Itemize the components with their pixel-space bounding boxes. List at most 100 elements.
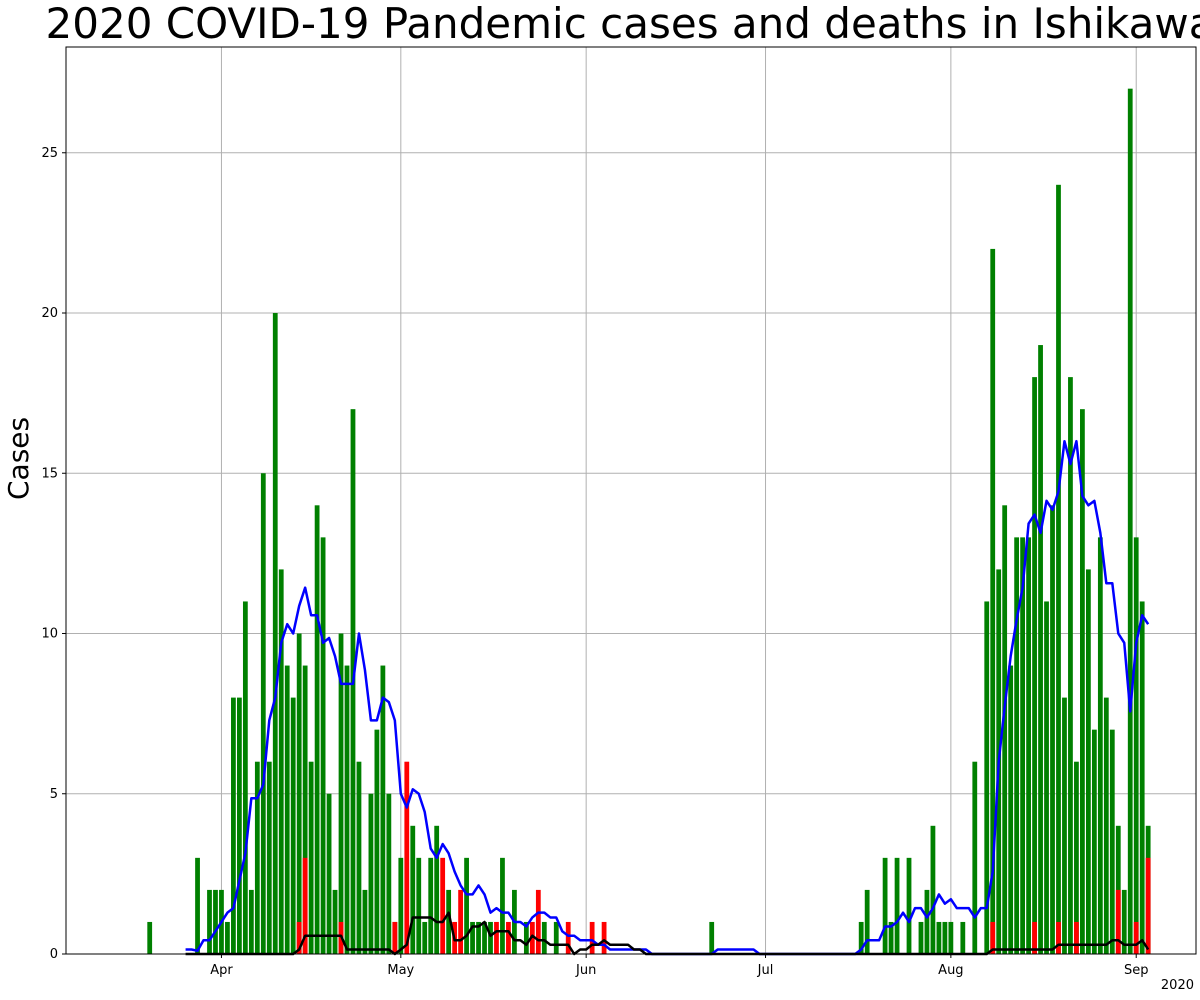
bar xyxy=(1038,345,1043,954)
bar xyxy=(296,921,302,954)
y-tick-label: 0 xyxy=(50,947,58,962)
bar xyxy=(213,889,218,954)
bar xyxy=(296,633,302,954)
bar xyxy=(1133,921,1139,954)
x-tick-label: Jul xyxy=(757,963,774,978)
bar xyxy=(248,889,254,954)
y-tick-label: 15 xyxy=(41,466,58,481)
bar xyxy=(500,857,505,954)
bar xyxy=(260,473,266,954)
bar xyxy=(1145,857,1151,954)
plot-frame xyxy=(65,46,1197,955)
bar xyxy=(302,857,308,954)
bar xyxy=(906,857,912,954)
bar xyxy=(314,505,320,954)
bar xyxy=(1139,601,1145,954)
bar xyxy=(326,793,332,954)
bar xyxy=(380,665,386,954)
bar xyxy=(207,889,212,954)
x-tick-label: May xyxy=(387,963,414,978)
bar xyxy=(888,921,894,954)
bar xyxy=(1032,921,1037,954)
bar xyxy=(242,601,248,954)
bar xyxy=(1020,537,1026,954)
bar xyxy=(1014,537,1020,954)
bar xyxy=(290,697,296,954)
bar xyxy=(1062,697,1067,954)
bar xyxy=(1133,537,1139,954)
y-tick-label: 25 xyxy=(41,146,58,161)
bar xyxy=(476,921,481,954)
bar xyxy=(882,857,888,954)
y-tick-label: 5 xyxy=(50,787,58,802)
bar xyxy=(936,921,942,954)
bar xyxy=(1074,761,1079,954)
bar xyxy=(972,761,978,954)
bar xyxy=(302,665,308,954)
bar xyxy=(410,825,416,954)
bar xyxy=(1068,377,1073,955)
bar xyxy=(1091,729,1097,954)
bar-layer xyxy=(147,88,1151,955)
x-tick-label: Jun xyxy=(575,963,596,978)
bar xyxy=(1097,537,1103,954)
bar xyxy=(984,601,990,954)
bar xyxy=(416,857,422,954)
line-layer xyxy=(185,439,1150,956)
bar xyxy=(446,889,452,954)
bar xyxy=(308,761,314,954)
bar xyxy=(440,857,446,954)
bar xyxy=(470,921,475,954)
bar xyxy=(272,313,278,954)
bar xyxy=(1121,889,1127,954)
bar xyxy=(1103,697,1109,954)
bar xyxy=(1050,505,1055,954)
bar xyxy=(278,569,284,954)
bar xyxy=(990,248,996,954)
bar xyxy=(942,921,948,954)
bar xyxy=(990,921,996,954)
bar xyxy=(266,761,272,954)
bar xyxy=(254,761,260,954)
bar xyxy=(1115,889,1121,954)
bar xyxy=(338,633,344,954)
bar xyxy=(236,697,242,954)
x-axis-year-label: 2020 xyxy=(1160,978,1194,993)
bar xyxy=(553,921,559,954)
bar xyxy=(541,921,547,954)
y-tick-label: 20 xyxy=(41,306,58,321)
bar xyxy=(374,729,380,954)
series-line xyxy=(185,439,1150,956)
x-tick-label: Aug xyxy=(938,963,963,978)
bar xyxy=(386,793,392,954)
bar xyxy=(404,761,410,954)
bar xyxy=(1002,505,1008,954)
x-tick-label: Apr xyxy=(210,963,233,978)
bar xyxy=(488,921,493,954)
x-tick-label: Sep xyxy=(1124,963,1149,978)
axis-layer: 0 5 10 15 20 25 Apr May Jun Jul Aug Sep xyxy=(41,146,1148,978)
bar xyxy=(458,889,463,954)
bar xyxy=(1056,921,1061,954)
bar xyxy=(368,793,374,954)
bar xyxy=(422,921,428,954)
bar xyxy=(924,889,930,954)
bar xyxy=(1109,729,1115,954)
bar xyxy=(1074,921,1079,954)
bar xyxy=(709,921,715,954)
bar xyxy=(1056,184,1061,954)
bar xyxy=(1085,569,1091,954)
bar xyxy=(398,857,404,954)
bar xyxy=(948,921,954,954)
bar xyxy=(858,921,864,954)
bar xyxy=(1127,88,1133,955)
bar xyxy=(482,921,487,954)
bar xyxy=(960,921,966,954)
bar xyxy=(918,921,924,954)
bar xyxy=(195,857,200,954)
bar xyxy=(1044,601,1049,954)
bar xyxy=(392,921,398,954)
bar xyxy=(535,889,541,954)
bar xyxy=(356,761,362,954)
bar xyxy=(1008,665,1014,954)
